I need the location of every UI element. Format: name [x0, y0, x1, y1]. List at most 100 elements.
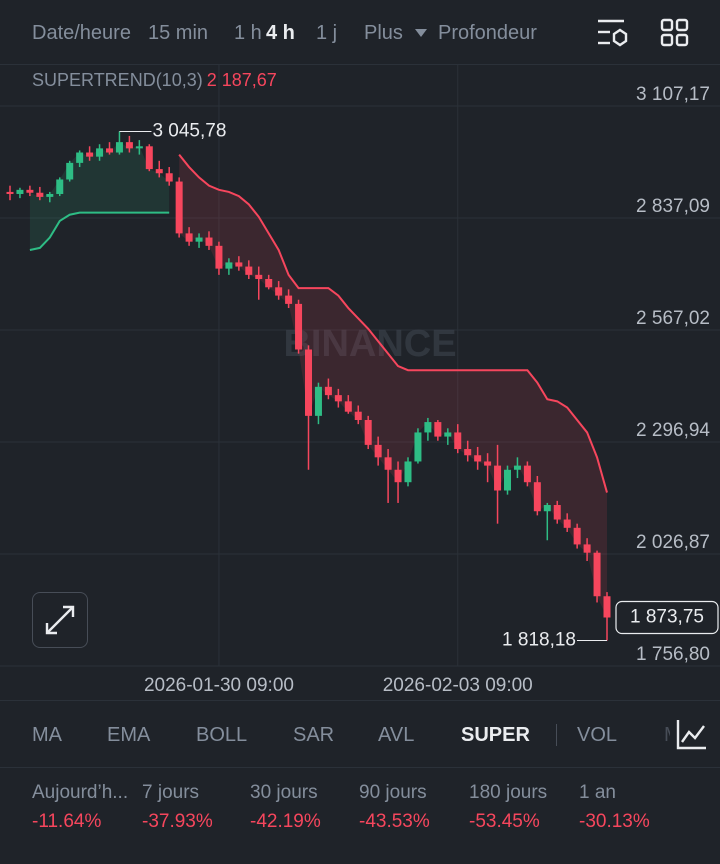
- candle-body: [195, 237, 203, 242]
- candle-body: [46, 193, 54, 197]
- separator: [556, 724, 557, 746]
- indicator-value: 2 187,67: [206, 70, 277, 90]
- depth-tab[interactable]: Profondeur: [438, 22, 537, 44]
- candle-body: [106, 148, 113, 153]
- last-price-badge: [615, 600, 719, 635]
- candle-body: [165, 173, 173, 182]
- candle-body: [364, 419, 372, 445]
- divider: [0, 767, 720, 768]
- candle-body: [205, 237, 213, 246]
- candle-body: [145, 146, 153, 170]
- supertrend-line: [178, 153, 608, 493]
- indicator-tab[interactable]: MA: [32, 724, 62, 746]
- candle-body: [225, 262, 233, 269]
- expand-icon: [45, 605, 75, 635]
- candle-body: [494, 465, 502, 491]
- candle-body: [56, 179, 64, 194]
- candle-body: [444, 432, 452, 437]
- candle-body: [26, 189, 34, 193]
- candle-body: [6, 191, 14, 194]
- trend-fill: [179, 154, 607, 618]
- candle-body: [314, 386, 322, 416]
- indicator-tab[interactable]: AVL: [378, 724, 415, 746]
- y-tick-label: 2 026,87: [636, 532, 710, 553]
- period-label: 180 jours: [469, 782, 548, 803]
- candle-body: [583, 544, 591, 553]
- candle-body: [523, 465, 531, 483]
- candle-body: [384, 457, 392, 470]
- layout-icon[interactable]: [660, 18, 690, 48]
- candle-body: [275, 287, 283, 296]
- candle-body: [135, 146, 143, 149]
- candle-body: [334, 395, 342, 402]
- more-menu[interactable]: Plus: [364, 22, 403, 44]
- candle-body: [285, 295, 293, 304]
- interval-tab[interactable]: 4 h: [266, 22, 295, 44]
- candle-body: [36, 192, 44, 197]
- period-change: -11.64%: [32, 811, 102, 832]
- y-tick-label: 3 107,17: [636, 84, 710, 105]
- expand-button[interactable]: [32, 592, 88, 648]
- period-change: -37.93%: [142, 811, 213, 832]
- candle-body: [235, 262, 243, 267]
- x-tick-label: 2026-01-30 09:00: [144, 675, 294, 696]
- period-label: 90 jours: [359, 782, 427, 803]
- divider: [0, 64, 720, 65]
- candle-body: [185, 233, 193, 242]
- candle-body: [434, 422, 442, 437]
- price-chart: 3 107,17 2 837,09 2 567,02 2 296,94 2 026,87…: [0, 65, 720, 696]
- candle-body: [16, 189, 24, 194]
- period-change: -42.19%: [250, 811, 321, 832]
- period-change: -53.45%: [469, 811, 540, 832]
- candle-body: [354, 411, 362, 420]
- supertrend-line: [29, 211, 170, 251]
- interval-tab[interactable]: 15 min: [148, 22, 209, 44]
- candle-body: [175, 181, 183, 234]
- indicator-tab[interactable]: SAR: [293, 724, 335, 746]
- candle-body: [155, 169, 163, 174]
- indicator-tab[interactable]: BOLL: [196, 724, 248, 746]
- interval-tab[interactable]: 1 h: [234, 22, 262, 44]
- candle-body: [573, 527, 581, 545]
- chart-settings[interactable]: [670, 712, 720, 756]
- settings-icon[interactable]: [596, 18, 630, 48]
- annotation-label: 3 045,78: [152, 120, 226, 141]
- candle-body: [96, 148, 104, 157]
- y-tick-label: 2 296,94: [636, 420, 710, 441]
- y-tick-label: 2 837,09: [636, 196, 710, 217]
- indicator-tab[interactable]: SUPER: [461, 724, 530, 746]
- candle-body: [76, 152, 84, 163]
- interval-tab[interactable]: Date/heure: [32, 22, 131, 44]
- candle-body: [603, 596, 611, 618]
- chart-settings-icon: [676, 720, 706, 750]
- dropdown-arrow: [415, 29, 427, 37]
- candle-body: [504, 469, 511, 491]
- candle-body: [394, 469, 402, 483]
- candle-body: [464, 449, 472, 456]
- candle-body: [424, 422, 432, 433]
- candle-body: [255, 274, 263, 280]
- trend-fill: [29, 142, 170, 250]
- annotation-label: 1 818,18: [502, 630, 576, 651]
- candle-body: [563, 519, 571, 528]
- candle-body: [454, 432, 462, 450]
- candle-body: [66, 162, 74, 180]
- indicator-tab[interactable]: EMA: [107, 724, 151, 746]
- indicator-tab[interactable]: VOL: [577, 724, 618, 746]
- candle-body: [324, 386, 332, 396]
- period-label: 1 an: [579, 782, 616, 803]
- candle-body: [533, 482, 541, 512]
- y-tick-label: 1 756,80: [636, 644, 710, 665]
- indicator-name: SUPERTREND(10,3): [32, 70, 203, 90]
- candle-body: [295, 303, 303, 350]
- candle-body: [344, 401, 352, 412]
- last-price-label: 1 873,75: [630, 607, 704, 628]
- period-label: 7 jours: [142, 782, 200, 803]
- candle-body: [374, 444, 382, 458]
- interval-tab[interactable]: 1 j: [316, 22, 338, 44]
- divider: [0, 700, 720, 701]
- period-label: Aujourd’h...: [32, 782, 129, 803]
- x-tick-label: 2026-02-03 09:00: [383, 675, 533, 696]
- candle-body: [86, 152, 94, 157]
